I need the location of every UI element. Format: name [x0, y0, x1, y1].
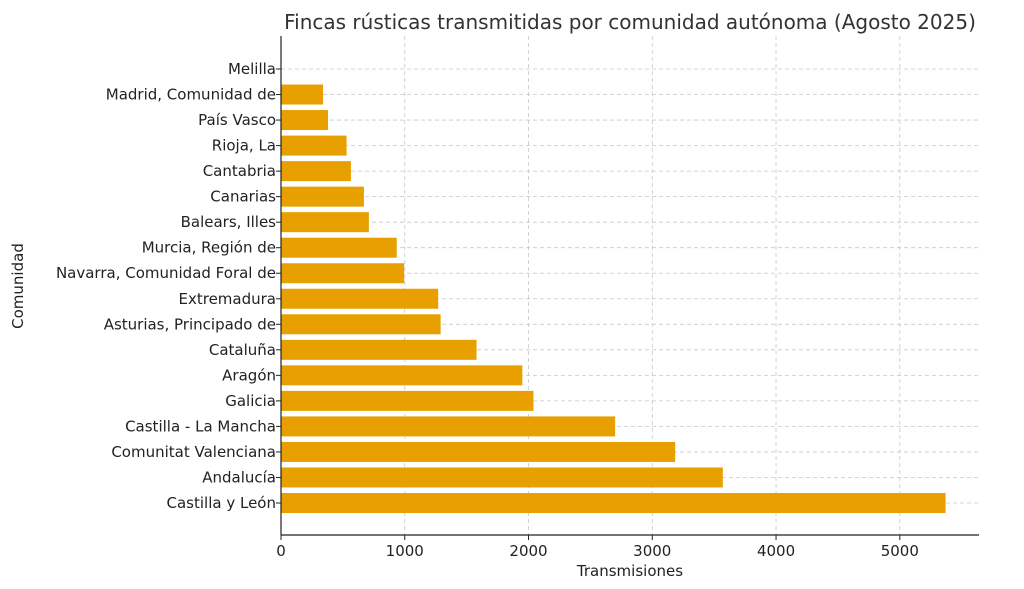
y-tick-label: Cantabria: [203, 162, 276, 180]
bar: [281, 390, 534, 411]
bar: [281, 186, 364, 207]
y-tick-label: Andalucía: [202, 468, 276, 486]
bar: [281, 84, 324, 105]
y-tick-label: Balears, Illes: [181, 213, 277, 231]
y-tick-label: Cataluña: [209, 341, 276, 359]
y-tick-label: Castilla - La Mancha: [125, 417, 276, 435]
bar: [281, 212, 369, 233]
x-tick-label: 0: [276, 542, 286, 560]
bars: [281, 84, 946, 513]
bar: [281, 441, 676, 462]
x-tick-label: 1000: [386, 542, 424, 560]
x-tick-label: 2000: [509, 542, 547, 560]
y-tick-label: País Vasco: [198, 111, 276, 129]
y-tick-label: Murcia, Región de: [142, 239, 276, 257]
y-tick-label: Madrid, Comunidad de: [106, 86, 276, 104]
bar: [281, 135, 347, 156]
bar: [281, 237, 397, 258]
chart-title: Fincas rústicas transmitidas por comunid…: [284, 10, 976, 34]
y-axis-label: Comunidad: [9, 243, 27, 329]
y-tick-label: Galicia: [225, 392, 276, 410]
y-tick-label: Rioja, La: [212, 137, 276, 155]
y-tick-label: Melilla: [228, 60, 276, 78]
y-tick-label: Castilla y León: [167, 494, 276, 512]
bar: [281, 288, 439, 309]
y-tick-label: Navarra, Comunidad Foral de: [56, 264, 276, 282]
bar: [281, 263, 405, 284]
y-tick-label: Asturias, Principado de: [104, 315, 276, 333]
bar: [281, 365, 523, 386]
bar: [281, 161, 351, 182]
x-tick-label: 4000: [757, 542, 795, 560]
x-tick-label: 3000: [633, 542, 671, 560]
bar: [281, 467, 723, 488]
x-tick-label: 5000: [881, 542, 919, 560]
y-tick-label: Canarias: [210, 188, 276, 206]
bar: [281, 493, 946, 513]
y-tick-label: Aragón: [222, 366, 276, 384]
x-axis-label: Transmisiones: [576, 562, 683, 580]
bar: [281, 339, 477, 360]
y-tick-label: Extremadura: [179, 290, 277, 308]
bar: [281, 110, 329, 131]
bar: [281, 314, 441, 335]
bar: [281, 416, 616, 437]
y-tick-label: Comunitat Valenciana: [111, 443, 276, 461]
axes: 0 1000 2000 3000 4000 5000 Castilla y León Anda…: [56, 36, 979, 560]
